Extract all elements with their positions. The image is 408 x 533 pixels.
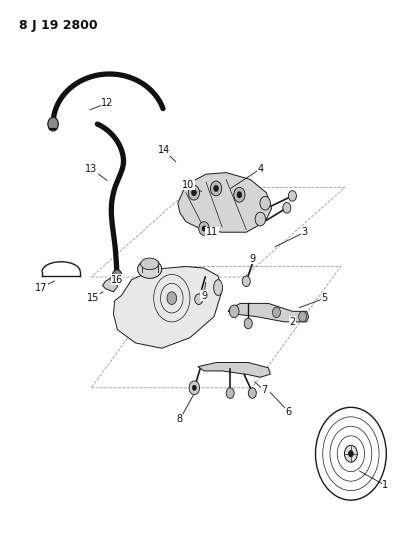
Text: 12: 12 [101,98,113,108]
Text: 1: 1 [382,480,388,490]
Circle shape [202,226,206,231]
Text: 8 J 19 2800: 8 J 19 2800 [19,19,98,31]
Circle shape [348,450,353,457]
Polygon shape [178,173,272,232]
Text: 13: 13 [85,164,98,174]
Text: 6: 6 [286,407,292,417]
Circle shape [191,190,196,196]
Text: 16: 16 [111,274,124,285]
Circle shape [192,385,196,391]
Circle shape [189,381,200,394]
Polygon shape [113,266,222,348]
Circle shape [283,203,291,213]
Circle shape [226,388,234,398]
Circle shape [299,311,307,322]
Ellipse shape [137,260,162,278]
Circle shape [211,181,222,196]
Circle shape [255,212,266,226]
Text: 10: 10 [182,180,194,190]
Polygon shape [228,303,308,322]
Circle shape [248,388,256,398]
Text: 15: 15 [87,293,100,303]
Circle shape [244,318,252,329]
Circle shape [234,188,245,202]
Text: 2: 2 [289,317,296,327]
Circle shape [167,292,177,304]
Text: 3: 3 [302,227,308,237]
Polygon shape [102,278,118,292]
Circle shape [111,275,118,285]
Text: 7: 7 [261,385,268,395]
Text: 17: 17 [35,282,47,293]
Text: 9: 9 [249,254,255,264]
Circle shape [242,276,250,287]
Text: 11: 11 [206,227,218,237]
Circle shape [273,307,280,318]
Polygon shape [198,362,271,377]
Text: 5: 5 [322,293,328,303]
Circle shape [260,196,271,210]
Text: 8: 8 [177,415,183,424]
Circle shape [112,270,122,282]
Ellipse shape [141,258,159,270]
Text: 9: 9 [201,290,207,301]
Circle shape [214,185,219,191]
Circle shape [229,305,239,318]
Circle shape [237,191,242,198]
Circle shape [199,222,209,236]
Circle shape [188,185,200,200]
Circle shape [344,445,357,462]
Circle shape [48,117,58,131]
Text: 14: 14 [157,146,170,156]
Text: 4: 4 [257,164,264,174]
Ellipse shape [214,280,222,295]
Circle shape [195,294,203,304]
Circle shape [288,191,297,201]
